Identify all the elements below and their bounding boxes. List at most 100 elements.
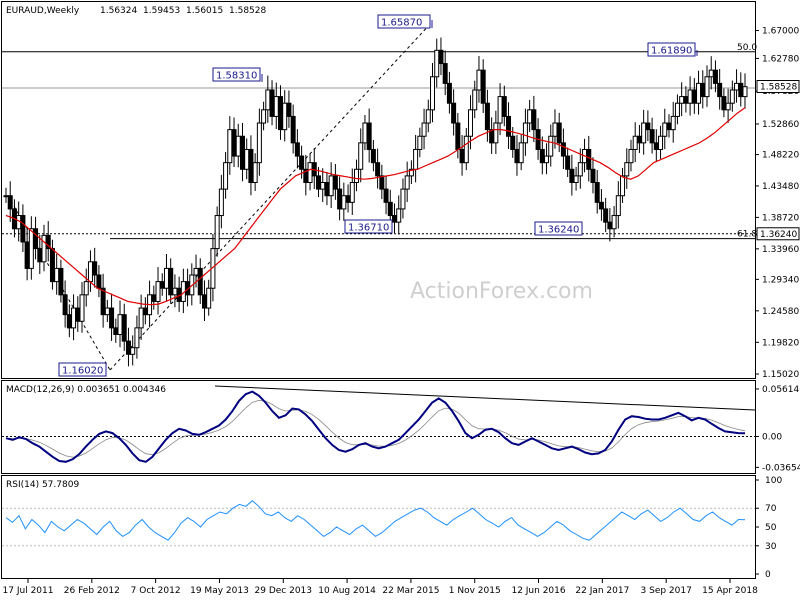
candle-body [586, 148, 592, 170]
rsi-pane [1, 475, 756, 579]
candle-body [244, 148, 250, 170]
candle-body [125, 340, 131, 355]
callout-box-158310 [212, 67, 261, 82]
candle [79, 282, 85, 333]
candle [155, 267, 161, 315]
current-price-tag: 1.58528 [760, 83, 797, 93]
candle-body [151, 294, 157, 302]
candle-body [33, 228, 39, 250]
candle [353, 159, 359, 192]
macd-trend-line [214, 385, 756, 411]
rsi-tick-label: 0 [765, 570, 771, 580]
price-tick-label: 1.29340 [762, 275, 799, 285]
candle-body [138, 307, 144, 329]
candle-body [501, 96, 507, 117]
candle-body [480, 69, 486, 104]
candle-body [641, 122, 647, 144]
candle [286, 90, 292, 128]
candle [404, 161, 410, 202]
candle-body [476, 69, 482, 91]
candle-body [721, 96, 727, 111]
macd-tick-label: 0.056146 [762, 385, 800, 395]
candle-body [383, 188, 389, 203]
candle [603, 197, 609, 233]
rsi-tick-label: 100 [765, 476, 782, 486]
candle [451, 89, 457, 136]
price-tick-label: 1.24580 [762, 307, 799, 317]
candle-body [265, 89, 271, 111]
candle-body [421, 122, 427, 137]
candle-body [522, 122, 528, 144]
candle-body [349, 182, 355, 203]
candle [417, 127, 423, 158]
candle [261, 101, 267, 131]
candle [358, 128, 364, 183]
support-price-tag-box [756, 227, 800, 241]
date-tick-label: 15 Apr 2018 [702, 586, 758, 596]
candle-body [624, 162, 630, 177]
candle-body [235, 135, 241, 157]
candle-body [734, 82, 740, 91]
candle-body [341, 195, 347, 210]
date-tick-label: 12 Jun 2016 [511, 586, 565, 596]
callout-box-116020 [58, 362, 107, 377]
callout-box-165870 [377, 14, 431, 29]
callout-116020: 1.16020 [62, 366, 103, 377]
candle [294, 129, 300, 169]
candle [45, 221, 51, 262]
price-tick-label: 1.48220 [762, 151, 799, 161]
candle [611, 206, 617, 238]
candle-body [615, 195, 621, 217]
macd-signal-line [5, 399, 746, 458]
candle [544, 143, 550, 175]
candle [349, 168, 355, 215]
candle [383, 175, 389, 215]
callout-136240: 1.36240 [538, 225, 579, 236]
candle-body [20, 215, 26, 243]
rising-trend-line [109, 21, 433, 371]
candle [134, 315, 140, 359]
candle-body [539, 148, 545, 164]
candle-body [442, 63, 448, 84]
candle-body [573, 175, 579, 184]
candle [725, 88, 731, 123]
candle [670, 101, 676, 143]
candle [594, 170, 600, 214]
date-tick-label: 26 Feb 2012 [64, 586, 120, 596]
candle [58, 259, 64, 303]
candle-body [404, 175, 410, 190]
candle-body [463, 135, 469, 164]
low-value: 1.56015 [186, 6, 223, 16]
candle-body [598, 201, 604, 210]
candle [463, 127, 469, 171]
candle-body [7, 195, 13, 210]
candle-body [544, 155, 550, 164]
fib-50-label: 50.0 [737, 43, 757, 53]
candle [548, 124, 554, 167]
candle [573, 166, 579, 191]
date-tick-label: 7 Oct 2012 [131, 586, 181, 596]
candle-body [438, 49, 444, 65]
moving-average-line [5, 107, 746, 306]
date-axis: 17 Jul 2011 26 Feb 2012 7 Oct 2012 19 May 2… [3, 579, 758, 596]
candle [92, 247, 98, 288]
candle-body [54, 267, 60, 283]
candle-body [527, 109, 533, 124]
candle [33, 216, 39, 260]
candle [332, 163, 338, 200]
candle-body [691, 89, 697, 104]
candle [742, 73, 748, 109]
candle [649, 117, 655, 154]
candle [674, 94, 680, 125]
candle-body [315, 175, 321, 190]
candle [7, 181, 13, 222]
price-candles [3, 37, 748, 367]
candle-body [345, 195, 351, 203]
candle-body [548, 135, 554, 157]
candle-body [261, 109, 267, 124]
candle-body [603, 208, 609, 223]
candle-body [134, 327, 140, 349]
candle-body [700, 82, 706, 98]
support-price-tag: 1.36240 [760, 230, 797, 240]
candle-body [256, 122, 262, 164]
